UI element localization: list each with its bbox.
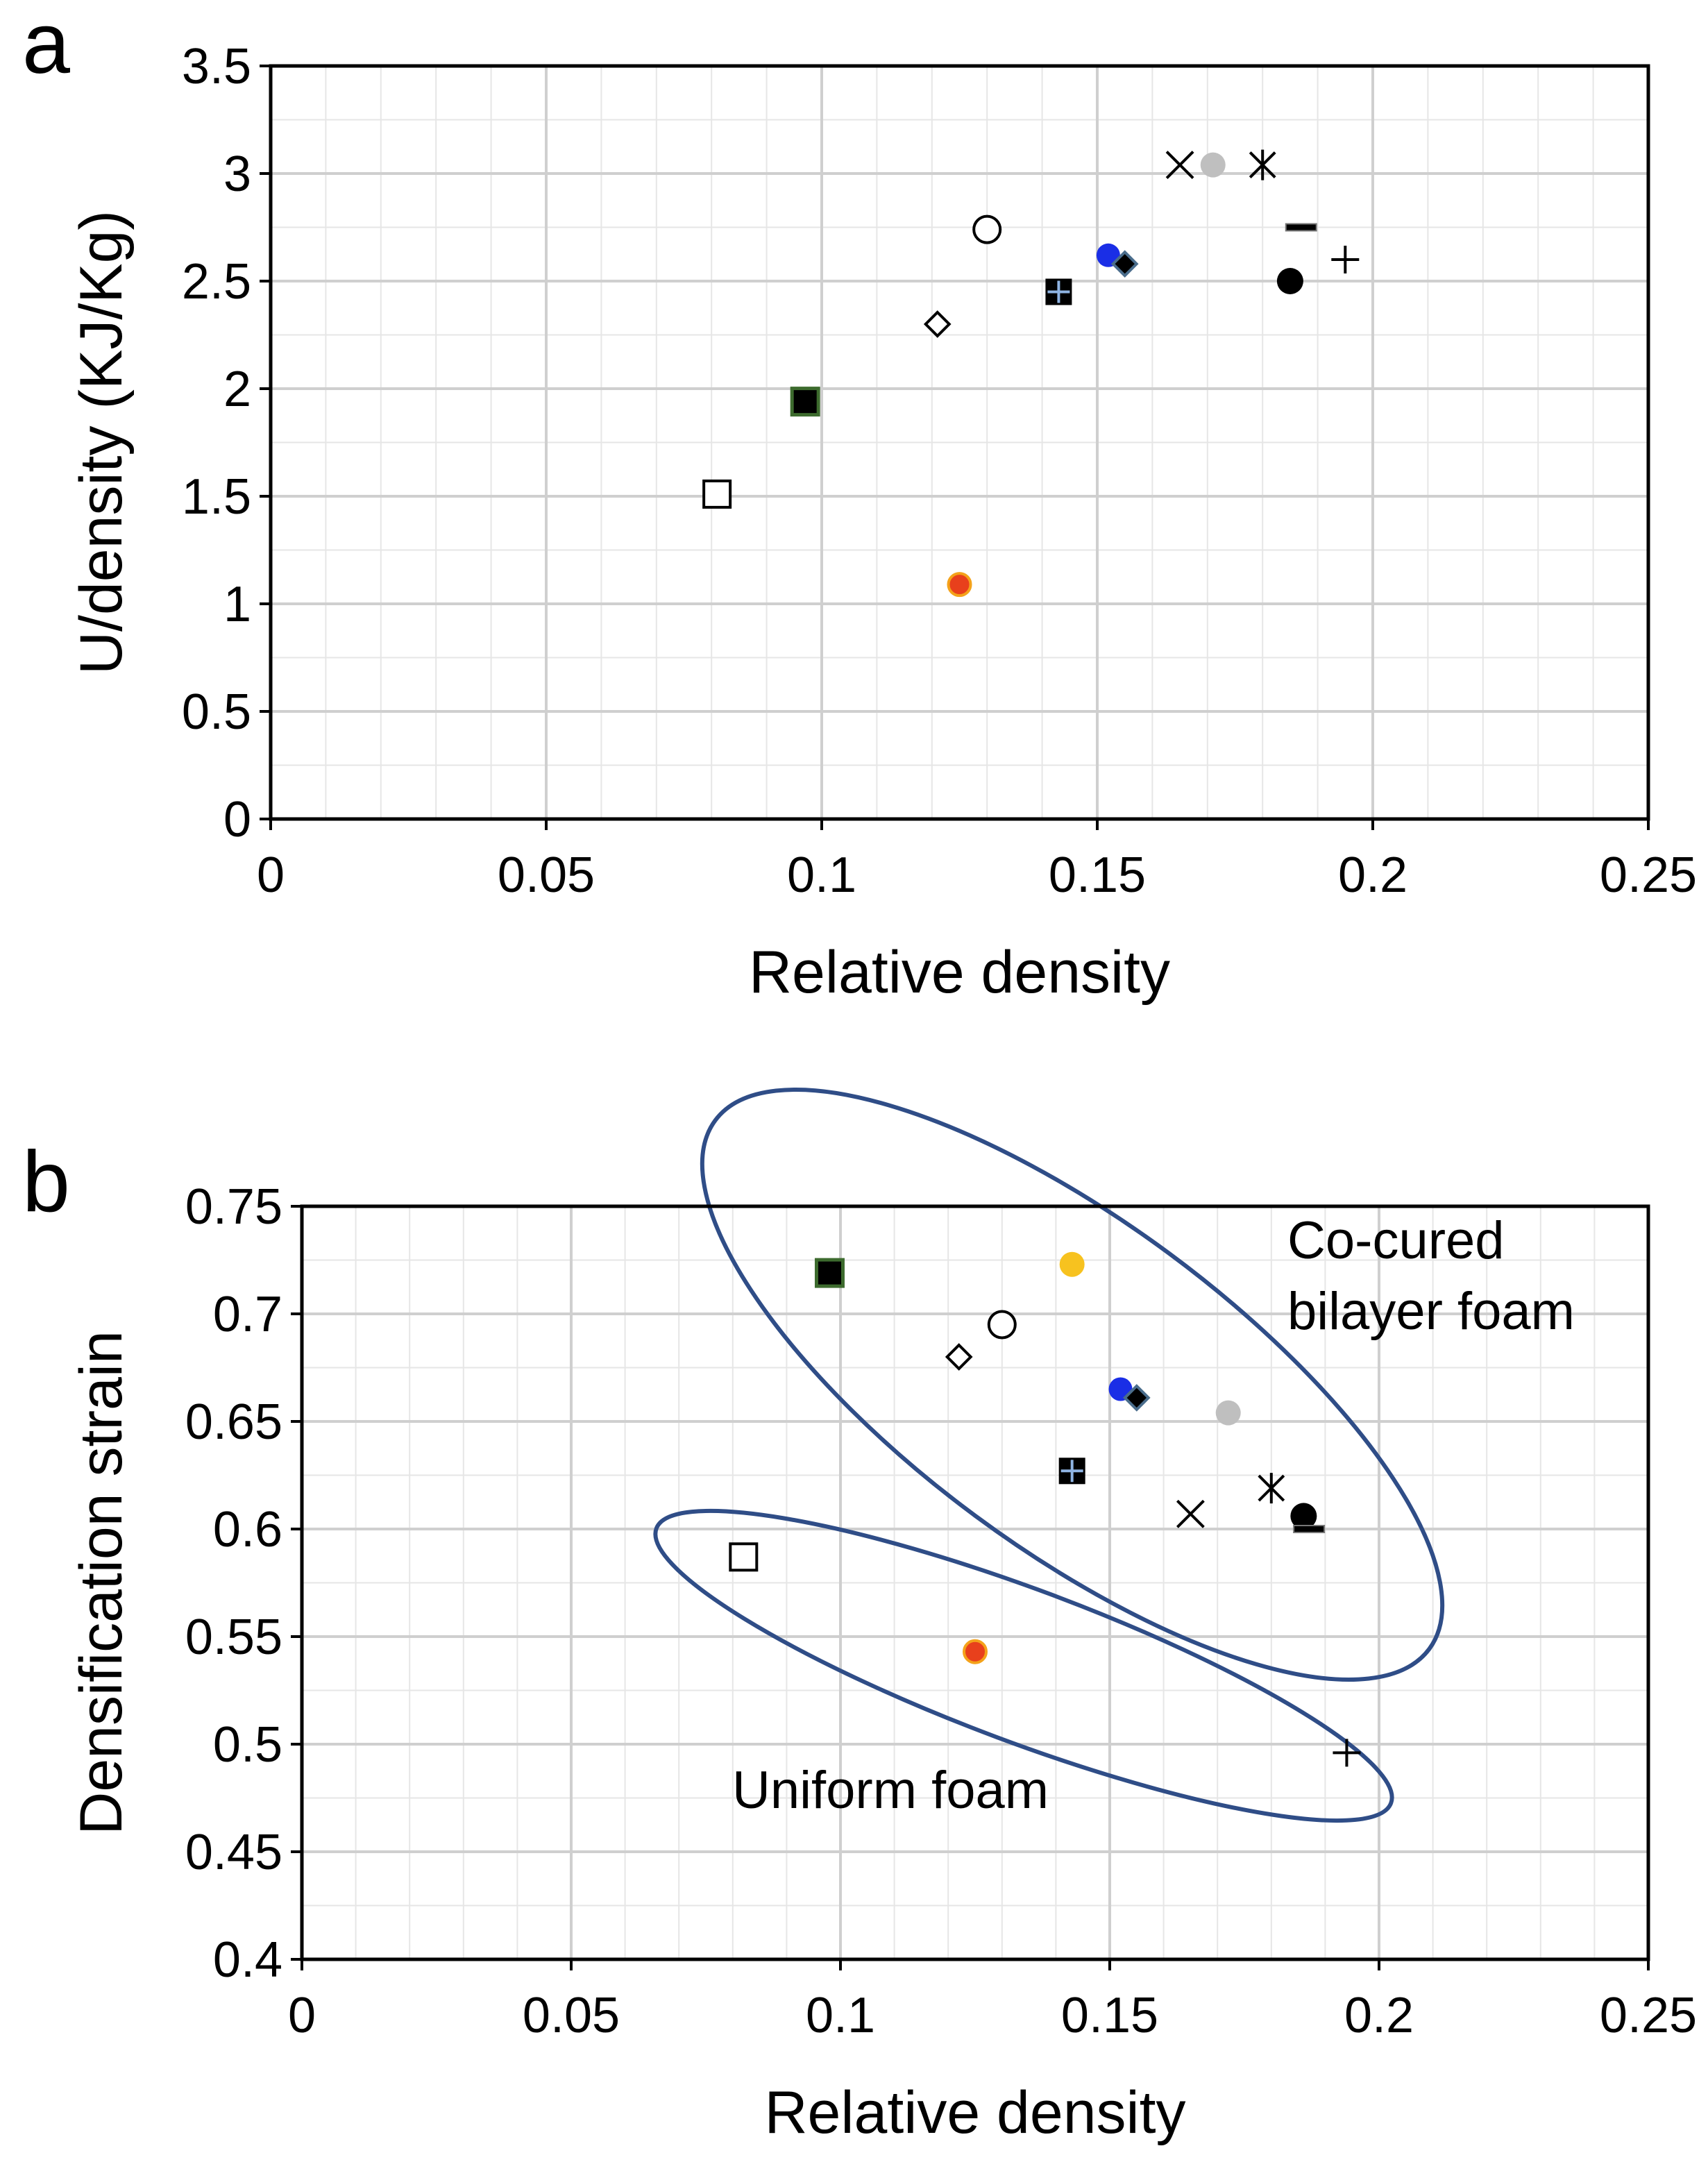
panel-b-minor-grid xyxy=(302,1206,1648,1959)
data-point-square-plus xyxy=(1058,1458,1085,1485)
data-point-x xyxy=(1176,1499,1205,1528)
data-point-yellow-circle xyxy=(1059,1251,1085,1277)
data-point-open-diamond xyxy=(923,310,952,338)
y-tick-label: 1 xyxy=(223,577,251,632)
panel-a-label: a xyxy=(22,0,70,92)
x-tick-label: 0.2 xyxy=(1344,1988,1414,2043)
x-tick-label: 0.1 xyxy=(787,847,856,903)
y-tick-label: 0 xyxy=(223,792,251,847)
data-point-plus xyxy=(1331,246,1360,273)
y-tick-label: 3 xyxy=(223,146,251,202)
data-point-square-plus xyxy=(1045,278,1072,305)
data-point-open-circle xyxy=(987,1310,1017,1340)
panel-a-plot-frame xyxy=(269,64,1650,821)
cocured-bilayer-foam-ellipse xyxy=(700,1088,1445,1682)
panel-b-x-axis-label: Relative density xyxy=(764,2079,1185,2146)
panel-a-major-grid xyxy=(271,66,1648,819)
y-tick-label: 0.7 xyxy=(213,1287,282,1342)
y-tick-label: 2.5 xyxy=(182,254,251,310)
uniform-foam-annotation: Uniform foam xyxy=(732,1761,1049,1820)
panel-a-y-ticks: 0 0.5 1 1.5 2 2.5 3 3.5 xyxy=(182,39,271,847)
data-point-dash xyxy=(1285,223,1317,232)
data-point-black-diamond xyxy=(1122,1384,1151,1412)
y-tick-label: 0.4 xyxy=(213,1932,282,1988)
uniform-foam-ellipse xyxy=(653,1508,1394,1823)
data-point-filled-square-green-edge xyxy=(814,1258,845,1288)
y-tick-label: 0.55 xyxy=(185,1610,282,1665)
x-tick-label: 0.25 xyxy=(1600,1988,1697,2043)
data-point-open-diamond xyxy=(945,1343,973,1371)
panel-b-points xyxy=(729,1251,1361,1767)
y-tick-label: 2 xyxy=(223,362,251,417)
y-tick-label: 1.5 xyxy=(182,469,251,525)
panel-a-x-ticks: 0 0.05 0.1 0.15 0.2 0.25 xyxy=(257,819,1697,903)
y-tick-label: 0.45 xyxy=(185,1825,282,1880)
data-point-asterisk xyxy=(1249,149,1276,180)
data-point-open-square xyxy=(702,479,732,509)
panel-b-major-grid xyxy=(302,1206,1648,1959)
panel-b-y-ticks: 0.4 0.45 0.5 0.55 0.6 0.65 0.7 0.75 xyxy=(185,1179,302,1988)
panel-b-plot-frame xyxy=(300,1204,1650,1961)
y-tick-label: 0.5 xyxy=(182,684,251,740)
x-tick-label: 0.15 xyxy=(1049,847,1146,903)
panel-b-ellipses xyxy=(653,1088,1445,1823)
y-tick-label: 0.6 xyxy=(213,1502,282,1557)
data-point-red-circle xyxy=(947,572,972,598)
data-point-x xyxy=(1165,151,1194,180)
panel-b-x-ticks: 0 0.05 0.1 0.15 0.2 0.25 xyxy=(288,1959,1697,2043)
data-point-filled-square-green-edge xyxy=(790,387,820,417)
x-tick-label: 0.2 xyxy=(1338,847,1407,903)
data-point-black-circle xyxy=(1290,1503,1317,1530)
panel-b-y-axis-label: Densification strain xyxy=(68,1331,135,1835)
x-tick-label: 0.05 xyxy=(523,1988,620,2043)
cocured-annotation-line1: Co-cured xyxy=(1287,1211,1505,1270)
data-point-gray-circle xyxy=(1200,152,1226,178)
x-tick-label: 0 xyxy=(288,1988,316,2043)
data-point-black-diamond xyxy=(1110,250,1139,278)
panel-b-label: b xyxy=(22,1134,70,1230)
panel-a: a 0 0.05 0.1 0.15 0.2 0.25 0 0.5 1 1.5 2 2.5 3 3.5 R… xyxy=(22,0,1697,1006)
data-point-open-circle xyxy=(972,214,1002,244)
data-point-asterisk xyxy=(1258,1473,1285,1504)
data-point-dash xyxy=(1293,1525,1326,1533)
cocured-annotation-line2: bilayer foam xyxy=(1287,1282,1575,1341)
data-point-gray-circle xyxy=(1215,1400,1241,1426)
panel-a-y-axis-label: U/density (KJ/Kg) xyxy=(68,210,135,675)
x-tick-label: 0 xyxy=(257,847,285,903)
x-tick-label: 0.25 xyxy=(1600,847,1697,903)
x-tick-label: 0.1 xyxy=(806,1988,875,2043)
data-point-plus xyxy=(1333,1739,1361,1767)
y-tick-label: 0.5 xyxy=(213,1717,282,1773)
x-tick-label: 0.15 xyxy=(1061,1988,1158,2043)
y-tick-label: 0.75 xyxy=(185,1179,282,1235)
panel-b: b 0 0.05 0.1 0.15 0.2 0.25 0.40.450.50.550.60… xyxy=(22,1088,1697,2146)
data-point-black-circle xyxy=(1276,268,1303,294)
y-tick-label: 3.5 xyxy=(182,39,251,94)
x-tick-label: 0.05 xyxy=(498,847,595,903)
panel-a-minor-grid xyxy=(271,66,1648,819)
panel-a-x-axis-label: Relative density xyxy=(749,939,1170,1006)
panel-a-points xyxy=(702,149,1360,598)
y-tick-label: 0.65 xyxy=(185,1394,282,1450)
data-point-red-circle xyxy=(963,1639,988,1664)
data-point-open-square xyxy=(729,1542,759,1572)
